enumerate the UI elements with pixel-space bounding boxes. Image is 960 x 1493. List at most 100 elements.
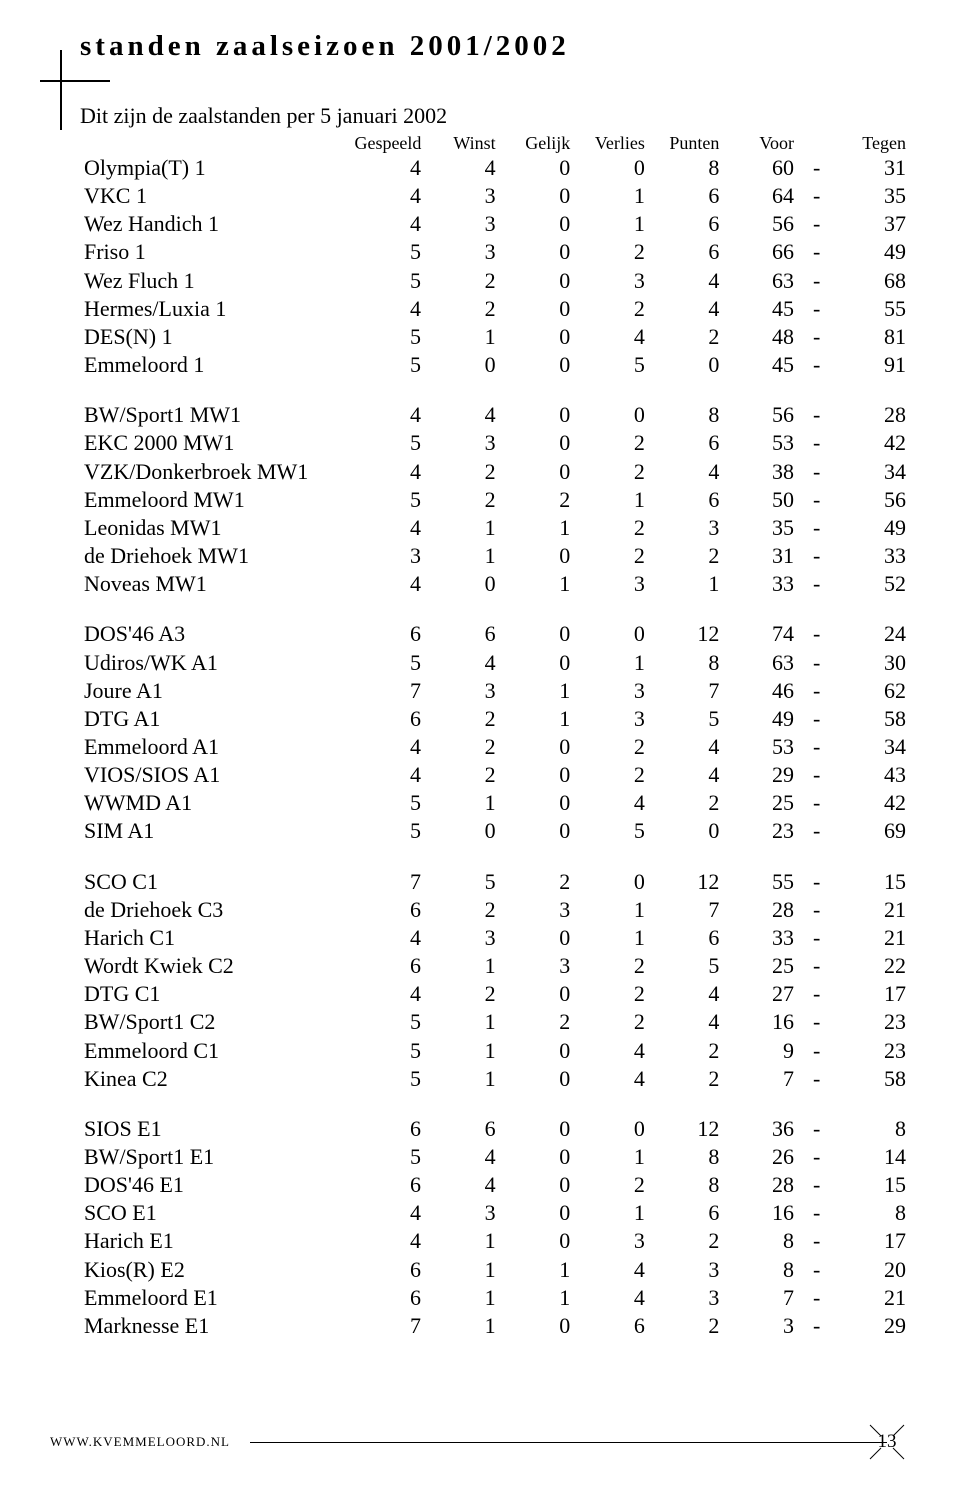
cell: 4: [425, 1143, 500, 1171]
cell: 2: [574, 295, 649, 323]
cell: 5: [350, 429, 425, 457]
cell: 68: [835, 267, 910, 295]
cell: 0: [500, 351, 575, 379]
table-row: BW/Sport1 C25122416-23: [80, 1008, 910, 1036]
group-separator: [80, 379, 910, 401]
table-row: SIM A15005023-69: [80, 817, 910, 845]
cell: Wordt Kwiek C2: [80, 952, 350, 980]
cell: 3: [574, 570, 649, 598]
page-title: standen zaalseizoen 2001/2002: [80, 30, 910, 63]
cell: 56: [723, 401, 798, 429]
table-row: DTG C14202427-17: [80, 980, 910, 1008]
cell: VKC 1: [80, 182, 350, 210]
cell: 55: [723, 868, 798, 896]
cell: 2: [425, 705, 500, 733]
cell: 0: [425, 570, 500, 598]
cell: 1: [425, 514, 500, 542]
cell: 1: [425, 1312, 500, 1340]
group-separator: [80, 846, 910, 868]
cell: 5: [350, 351, 425, 379]
cell: 7: [350, 677, 425, 705]
cell: 4: [350, 1227, 425, 1255]
cell: -: [798, 429, 835, 457]
cell: 4: [649, 267, 724, 295]
cell: 1: [425, 1284, 500, 1312]
cell: 3: [425, 429, 500, 457]
cell: 4: [350, 182, 425, 210]
cell: 4: [425, 1171, 500, 1199]
cell: 23: [835, 1037, 910, 1065]
cell: 4: [350, 980, 425, 1008]
cell: 4: [574, 789, 649, 817]
cell: 6: [649, 924, 724, 952]
cell: 1: [425, 1256, 500, 1284]
cell: DTG A1: [80, 705, 350, 733]
cell: -: [798, 896, 835, 924]
cell: Harich E1: [80, 1227, 350, 1255]
cell: 2: [500, 868, 575, 896]
cell: -: [798, 323, 835, 351]
cell: 1: [500, 677, 575, 705]
table-row: Leonidas MW14112335-49: [80, 514, 910, 542]
cell: 6: [649, 486, 724, 514]
cell: 4: [649, 295, 724, 323]
cell: 1: [500, 705, 575, 733]
cell: 1: [574, 924, 649, 952]
cell: Kios(R) E2: [80, 1256, 350, 1284]
cell: 4: [574, 1065, 649, 1093]
cell: 1: [500, 570, 575, 598]
cell: 35: [723, 514, 798, 542]
cell: 5: [649, 705, 724, 733]
cell: 5: [350, 1143, 425, 1171]
cell: 2: [649, 1037, 724, 1065]
cell: 69: [835, 817, 910, 845]
cell: -: [798, 295, 835, 323]
cell: 49: [723, 705, 798, 733]
table-row: WWMD A15104225-42: [80, 789, 910, 817]
cell: 2: [425, 733, 500, 761]
cell: 2: [425, 980, 500, 1008]
cell: 42: [835, 429, 910, 457]
page-number-badge: 13: [864, 1419, 910, 1465]
footer-rule: [250, 1442, 887, 1443]
cell: 0: [649, 351, 724, 379]
cell: SIOS E1: [80, 1115, 350, 1143]
cell: 2: [574, 238, 649, 266]
cell: 0: [500, 182, 575, 210]
cell: 0: [500, 1171, 575, 1199]
col-voor: Voor: [723, 133, 798, 154]
cell: 1: [574, 210, 649, 238]
cell: 5: [350, 486, 425, 514]
cell: 0: [500, 620, 575, 648]
cell: de Driehoek MW1: [80, 542, 350, 570]
cell: 2: [425, 761, 500, 789]
cell: 1: [500, 1256, 575, 1284]
cell: 63: [723, 649, 798, 677]
cell: 3: [649, 514, 724, 542]
cell: 56: [835, 486, 910, 514]
cell: 7: [649, 896, 724, 924]
cell: -: [798, 761, 835, 789]
cell: 9: [723, 1037, 798, 1065]
cell: SCO E1: [80, 1199, 350, 1227]
cell: 2: [574, 980, 649, 1008]
cell: 21: [835, 1284, 910, 1312]
cell: 3: [574, 267, 649, 295]
cell: 0: [500, 1115, 575, 1143]
cell: 6: [649, 1199, 724, 1227]
cell: 91: [835, 351, 910, 379]
cell: 4: [425, 401, 500, 429]
cell: 2: [574, 458, 649, 486]
cell: 15: [835, 868, 910, 896]
cell: 0: [425, 351, 500, 379]
cell: 1: [574, 486, 649, 514]
cell: 6: [649, 238, 724, 266]
cell: 35: [835, 182, 910, 210]
cell: 4: [574, 1256, 649, 1284]
cell: 0: [500, 924, 575, 952]
cell: 3: [425, 182, 500, 210]
cell: 5: [350, 1008, 425, 1036]
cell: 2: [649, 789, 724, 817]
cell: 3: [425, 924, 500, 952]
cell: DES(N) 1: [80, 323, 350, 351]
